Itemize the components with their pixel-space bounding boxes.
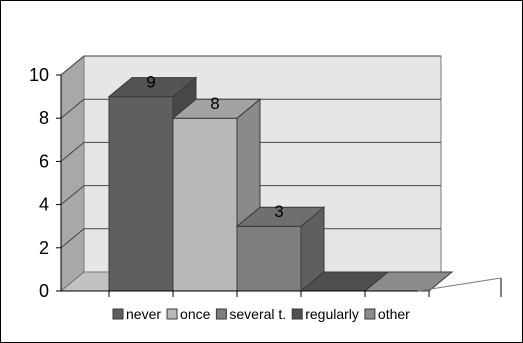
legend-label-1: once [180, 306, 211, 322]
gridline-3 [60, 141, 441, 162]
y-tick-label-0: 0 [39, 281, 49, 301]
y-tick-label-5: 10 [29, 65, 49, 85]
legend-label-3: regularly [305, 306, 359, 322]
legend-swatch-1 [166, 308, 178, 320]
bar-front-1 [172, 117, 238, 292]
data-labels: 9 8 3 [146, 73, 283, 222]
bar-front-0 [108, 96, 174, 292]
y-axis-tick-labels: 0 2 4 6 8 10 [29, 65, 49, 301]
legend-entry-3: regularly [291, 306, 359, 322]
y-tick-label-2: 4 [39, 195, 49, 215]
bars [107, 76, 454, 293]
data-label-1: 8 [210, 94, 219, 113]
legend-swatch-4 [364, 308, 376, 320]
legend-label-0: never [126, 306, 161, 322]
y-tick-label-1: 2 [39, 238, 49, 258]
bar-top-2 [235, 206, 326, 227]
legend-entry-4: other [364, 306, 410, 322]
y-tick-label-3: 6 [39, 151, 49, 171]
legend-label-2: several t. [229, 306, 286, 322]
side-wall [60, 54, 85, 293]
gridline-2 [60, 185, 441, 205]
legend: never once several t. regularly other [112, 306, 410, 322]
axes [56, 74, 502, 297]
bar-front-2 [236, 225, 302, 292]
legend-label-4: other [378, 306, 410, 322]
gridline-4 [60, 98, 441, 119]
legend-entry-1: once [166, 306, 211, 322]
legend-entry-2: several t. [215, 306, 286, 322]
gridline-5 [60, 55, 441, 76]
floor-edge-extension [417, 277, 502, 292]
y-tick-label-4: 8 [39, 108, 49, 128]
legend-swatch-2 [215, 308, 227, 320]
legend-swatch-3 [291, 308, 303, 320]
data-label-0: 9 [146, 73, 155, 92]
data-label-2: 3 [274, 202, 283, 221]
bar-several-t [235, 206, 326, 293]
bar-top-0 [107, 77, 198, 98]
legend-swatch-0 [112, 308, 124, 320]
legend-entry-0: never [112, 306, 161, 322]
bar-top-1 [171, 98, 262, 119]
